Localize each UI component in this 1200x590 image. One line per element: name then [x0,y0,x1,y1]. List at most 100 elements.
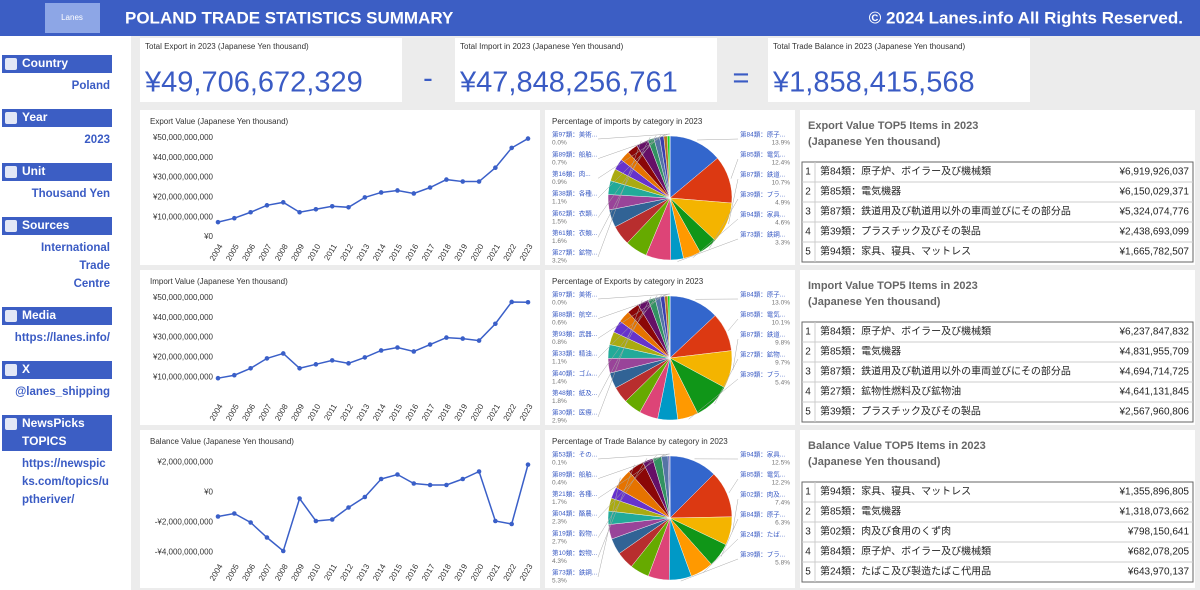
copyright: © 2024 Lanes.info All Rights Reserved. [869,8,1183,27]
point [248,209,253,215]
sidebar-icon [5,220,17,232]
leader-line [597,464,635,558]
table-value: ¥1,665,782,507 [1118,247,1189,258]
pie-label: 第27類：鉱物... [552,248,597,257]
kpi-panel [768,38,1030,102]
pie-value-label: 1.4% [552,378,567,385]
pie-label: 第24類：たば... [740,530,785,539]
point [346,361,351,366]
sidebar-label: Country [22,56,68,70]
leader-line [597,294,663,359]
pie-value-label: 3.2% [552,258,567,265]
table-item: 第39類：プラスチック及びその製品 [820,225,981,238]
pie-label: 第94類：家具... [740,450,785,459]
table-rank: 2 [805,507,811,518]
line [217,137,529,223]
pie-value-label: 10.7% [772,180,791,187]
point [248,520,253,525]
pie-label: 第73類：鉄鋼... [552,568,597,577]
point [313,518,319,524]
sidebar-link[interactable]: ptheriver/ [22,494,75,506]
pie-label: 第89類：船舶... [552,149,597,158]
pie-value-label: 0.6% [552,319,567,326]
point [248,365,253,371]
sidebar-value: Trade [79,260,110,272]
leader-line [597,300,643,418]
table-rank: 5 [805,567,811,578]
sidebar-label: TOPICS [22,434,66,448]
point [362,195,368,200]
table-subtitle: (Japanese Yen thousand) [808,296,941,308]
pie-value-label: 0.0% [552,140,567,147]
sidebar-value: 2023 [84,134,110,146]
table-value: ¥4,831,955,709 [1118,347,1189,358]
sidebar-label: X [22,362,30,376]
table-rank: 2 [805,187,811,198]
table-value: ¥6,237,847,832 [1118,327,1189,338]
leader-line [714,358,739,405]
point [378,190,384,195]
leader-line [597,134,662,199]
pie-value-label: 5.8% [775,560,790,567]
sidebar-link[interactable]: https://newspic [22,458,106,470]
pie-value-label: 0.8% [552,339,567,346]
y-tick-label: ¥50,000,000,000 [152,133,214,142]
table-value: ¥2,438,693,099 [1118,227,1189,238]
y-tick-label: ¥40,000,000,000 [152,153,214,162]
point [297,365,302,371]
leader-line [597,455,657,519]
sidebar-label-bar [2,217,112,235]
table-subtitle: (Japanese Yen thousand) [808,456,941,468]
pie-value-label: 7.4% [775,500,790,507]
sidebar-icon [5,418,17,430]
table-rank: 1 [805,327,811,338]
point [232,372,237,378]
pie-value-label: 12.5% [772,460,791,467]
sidebar-link[interactable]: https://lanes.info/ [15,332,111,344]
content: Country Poland Year 2023 Unit Thousand Yen Sou… [2,38,1195,588]
pie-label: 第40類：ゴム... [552,368,597,377]
leader-line [720,518,739,557]
point [346,205,351,210]
pie-value-label: 9.8% [775,340,790,347]
pie-value-label: 1.1% [552,199,567,206]
table-item: 第87類：鉄道用及び軌道用以外の車両並びにその部分品 [820,205,1071,218]
leader-line [597,454,665,499]
y-tick-label: ¥50,000,000,000 [152,293,214,302]
table-frame [801,321,1194,423]
pie-label: 第73類：鉄鋼... [740,230,785,239]
table-value: ¥1,355,896,805 [1118,487,1189,498]
pie-value-label: 1.5% [552,218,567,225]
kpi-value: ¥49,706,672,329 [144,67,363,99]
sidebar-link[interactable]: ks.com/topics/u [22,476,109,488]
line [217,464,529,553]
header-bar [0,0,1200,36]
y-tick-label: ¥30,000,000,000 [152,333,214,342]
pie-value-label: 2.9% [552,418,567,425]
table-value: ¥6,919,926,037 [1118,167,1189,178]
point [378,348,384,353]
pie-label: 第97類：美術... [552,290,597,299]
sidebar-icon [5,112,17,124]
point [264,356,270,361]
table-value: ¥1,318,073,662 [1118,507,1189,518]
point [525,136,531,141]
chart-title: Import Value (Japanese Yen thousand) [150,277,288,286]
point [476,338,482,343]
point [313,362,319,367]
point [460,336,466,341]
pie-label: 第10類：穀物... [552,548,597,557]
pie-label: 第48類：紙及... [552,388,597,397]
point [313,206,319,212]
pie-value-label: 13.9% [772,140,791,147]
table-rank: 3 [805,207,811,218]
kpi-operator: = [733,63,750,95]
point [411,481,417,486]
y-tick-label: ¥0 [203,232,213,241]
pie-label: 第94類：家具... [740,210,785,219]
sidebar-label: Sources [22,218,70,232]
table-rank: 3 [805,527,811,538]
line [217,301,529,379]
table-value: ¥5,324,074,776 [1118,207,1189,218]
